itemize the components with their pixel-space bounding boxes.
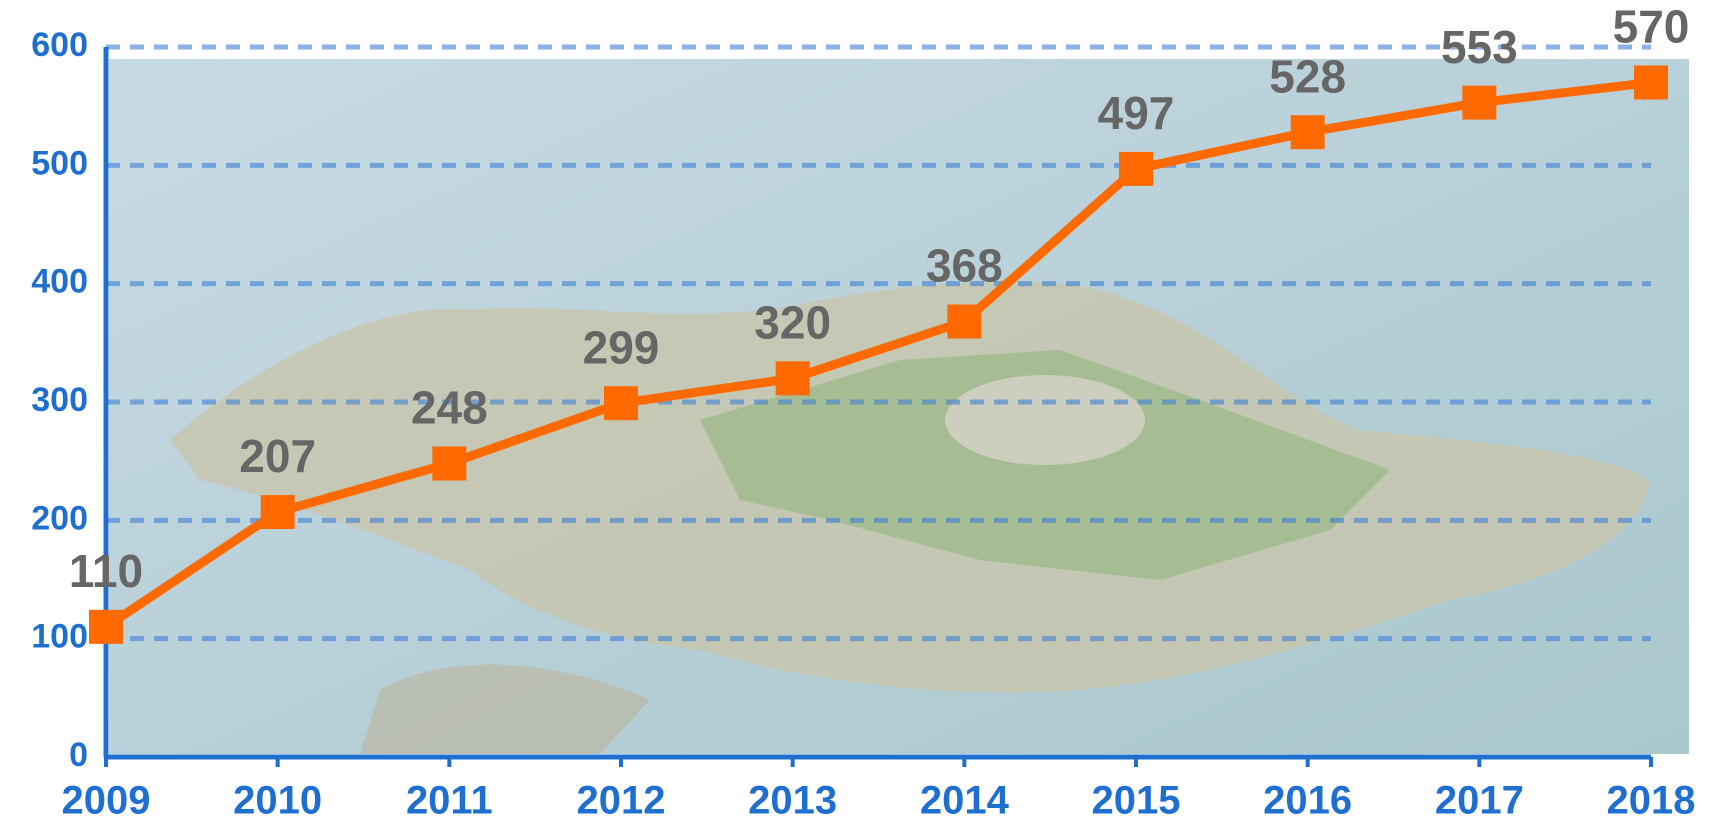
data-label: 570 — [1613, 1, 1690, 53]
chart: 0 100 200 300 400 500 600 2009 2010 2011 2012 2013 2… — [0, 0, 1714, 839]
data-label: 497 — [1098, 87, 1175, 139]
data-label: 248 — [411, 382, 488, 434]
data-label: 110 — [69, 545, 143, 597]
x-tick-label: 2016 — [1263, 779, 1352, 823]
data-label: 528 — [1269, 50, 1346, 102]
marker — [1634, 66, 1668, 100]
marker — [1462, 86, 1496, 120]
x-tick-label: 2010 — [233, 779, 322, 823]
y-tick-label: 300 — [31, 381, 88, 419]
x-tick-label: 2012 — [577, 779, 666, 823]
data-label: 299 — [583, 321, 660, 373]
data-label: 553 — [1441, 21, 1518, 73]
x-tick-label: 2011 — [406, 779, 493, 823]
y-tick-label: 600 — [31, 26, 88, 64]
y-tick-label: 400 — [31, 263, 88, 301]
y-tick-label: 100 — [31, 618, 88, 656]
marker — [1119, 152, 1153, 186]
x-tick-label: 2014 — [920, 779, 1010, 823]
x-tick-label: 2018 — [1607, 779, 1696, 823]
marker — [776, 361, 810, 395]
data-label: 320 — [754, 296, 831, 348]
y-tick-label: 500 — [31, 144, 88, 182]
marker — [89, 610, 123, 644]
y-tick-label: 200 — [31, 499, 88, 537]
data-label: 368 — [926, 240, 1003, 292]
data-label: 207 — [239, 430, 316, 482]
y-tick-label: 0 — [69, 736, 88, 774]
marker — [261, 495, 295, 529]
marker — [1291, 115, 1325, 149]
x-tick-label: 2013 — [748, 779, 837, 823]
x-tick-label: 2017 — [1435, 779, 1524, 823]
marker — [432, 447, 466, 481]
marker — [604, 386, 638, 420]
x-tick-label: 2009 — [62, 779, 151, 823]
x-tick-label: 2015 — [1092, 779, 1181, 823]
marker — [947, 305, 981, 339]
